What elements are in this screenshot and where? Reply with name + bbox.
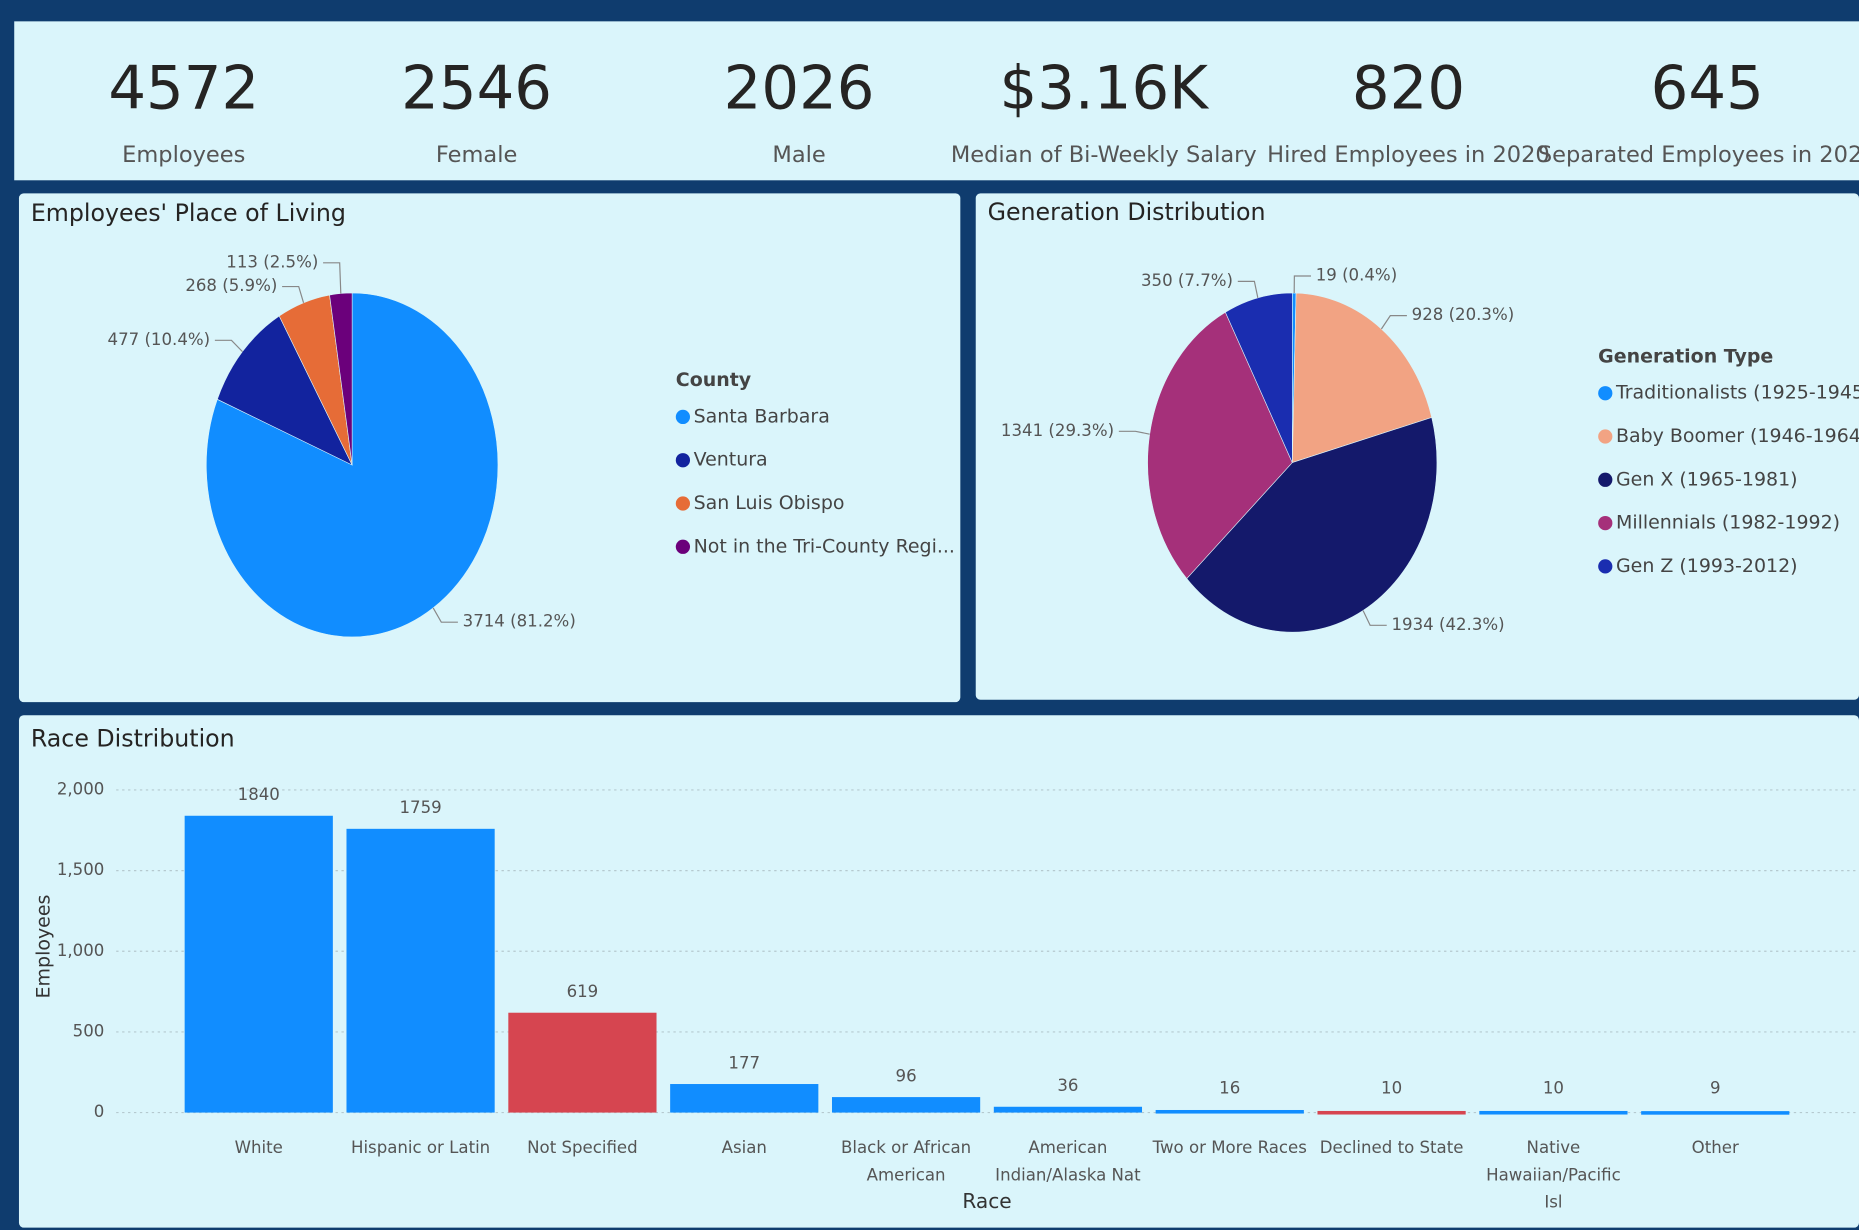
y-axis-label: Employees — [32, 895, 54, 999]
legend-label: Gen X (1965-1981) — [1616, 468, 1798, 490]
leader-line — [323, 262, 342, 294]
bar — [346, 828, 495, 1113]
data-label: 1934 (42.3%) — [1391, 615, 1504, 634]
data-label: 350 (7.7%) — [1141, 271, 1233, 290]
chart-title: Race Distribution — [31, 725, 235, 753]
kpi-label: Median of Bi-Weekly Salary — [951, 142, 1257, 168]
data-label: 928 (20.3%) — [1412, 305, 1515, 324]
legend-swatch — [675, 409, 691, 425]
kpi-panel — [14, 21, 1859, 181]
kpi-label: Male — [772, 142, 825, 168]
data-label: 36 — [1057, 1076, 1078, 1095]
legend-swatch — [1598, 472, 1613, 487]
kpi-value: 2026 — [724, 54, 875, 123]
leader-line — [214, 339, 243, 353]
x-tick-label: Asian — [722, 1138, 767, 1157]
leader-line — [1237, 280, 1259, 298]
kpi-label: Employees — [122, 142, 245, 168]
x-tick-label: Other — [1692, 1138, 1739, 1157]
legend-label: Baby Boomer (1946-1964) — [1616, 425, 1859, 447]
legend-label: Millennials (1982-1992) — [1616, 512, 1840, 534]
legend-swatch — [675, 496, 691, 511]
legend-swatch — [1598, 559, 1613, 574]
legend-swatch — [675, 539, 691, 554]
data-label: 16 — [1219, 1078, 1240, 1097]
legend-label: San Luis Obispo — [694, 492, 845, 514]
data-label: 96 — [896, 1066, 917, 1085]
legend-label: Gen Z (1993-2012) — [1616, 555, 1798, 577]
kpi-label: Separated Employees in 2020 — [1538, 142, 1859, 168]
legend-swatch — [675, 453, 691, 468]
kpi-value: 2546 — [401, 54, 552, 123]
bar — [508, 1012, 657, 1113]
bar — [993, 1106, 1143, 1113]
data-label: 3714 (81.2%) — [463, 612, 576, 631]
bar — [670, 1084, 819, 1113]
legend-swatch — [1598, 515, 1613, 531]
data-label: 10 — [1381, 1078, 1402, 1097]
kpi-value: 4572 — [108, 54, 259, 123]
pie-slice — [216, 315, 353, 466]
kpi-label: Hired Employees in 2020 — [1267, 142, 1550, 168]
leader-line — [1380, 315, 1407, 330]
bar — [1317, 1110, 1466, 1115]
x-tick-label: White — [235, 1138, 283, 1157]
y-tick-label: 0 — [94, 1102, 105, 1121]
pie-slice — [1224, 292, 1293, 463]
legend-swatch — [1598, 386, 1613, 401]
y-tick-label: 2,000 — [57, 779, 105, 798]
pie-slice — [329, 292, 353, 465]
bar — [1479, 1110, 1628, 1115]
data-label: 477 (10.4%) — [108, 330, 211, 349]
y-tick-label: 1,000 — [57, 941, 105, 960]
leader-line — [1293, 275, 1311, 293]
legend-label: Not in the Tri-County Regi... — [694, 535, 955, 557]
legend-label: Santa Barbara — [694, 405, 830, 427]
pie-slice — [1291, 292, 1433, 463]
x-tick-label: Two or More Races — [1152, 1138, 1307, 1157]
leader-line — [1362, 610, 1387, 626]
data-label: 113 (2.5%) — [226, 252, 318, 271]
data-label: 9 — [1710, 1078, 1721, 1097]
chart-title: Generation Distribution — [988, 198, 1266, 226]
x-tick-label: American Indian/Alaska Nat — [995, 1138, 1141, 1184]
kpi-label: Female — [436, 142, 517, 168]
chart-title: Employees' Place of Living — [31, 199, 346, 227]
y-tick-label: 500 — [73, 1021, 105, 1040]
data-label: 1840 — [238, 785, 280, 804]
x-tick-label: Hispanic or Latin — [351, 1138, 490, 1157]
legend-title: Generation Type — [1598, 346, 1773, 368]
bar — [1155, 1109, 1304, 1114]
x-tick-label: Black or African American — [841, 1138, 971, 1184]
legend-title: County — [676, 369, 752, 391]
x-axis-label: Race — [962, 1189, 1011, 1213]
bar — [184, 815, 333, 1113]
data-label: 1759 — [399, 798, 441, 817]
kpi-value: 820 — [1352, 54, 1465, 123]
x-tick-label: Declined to State — [1320, 1138, 1464, 1157]
data-label: 268 (5.9%) — [185, 276, 277, 295]
data-label: 1341 (29.3%) — [1001, 421, 1114, 440]
bar — [831, 1097, 981, 1113]
bar — [1641, 1111, 1790, 1115]
leader-line — [432, 607, 458, 623]
data-label: 10 — [1543, 1078, 1564, 1097]
legend-label: Traditionalists (1925-1945) — [1615, 382, 1859, 404]
legend-swatch — [1598, 429, 1613, 444]
kpi-value: 645 — [1651, 54, 1764, 123]
data-label: 177 — [728, 1053, 760, 1072]
x-tick-label: Not Specified — [527, 1138, 638, 1157]
legend-label: Ventura — [694, 449, 768, 471]
x-tick-label: Native Hawaiian/Pacific Isl — [1486, 1138, 1621, 1212]
kpi-value: $3.16K — [1000, 54, 1211, 123]
data-label: 19 (0.4%) — [1316, 266, 1397, 285]
data-label: 619 — [567, 982, 599, 1001]
leader-line — [1118, 430, 1150, 435]
pie-slice — [1147, 311, 1293, 580]
leader-line — [282, 285, 305, 303]
y-tick-label: 1,500 — [57, 860, 105, 879]
